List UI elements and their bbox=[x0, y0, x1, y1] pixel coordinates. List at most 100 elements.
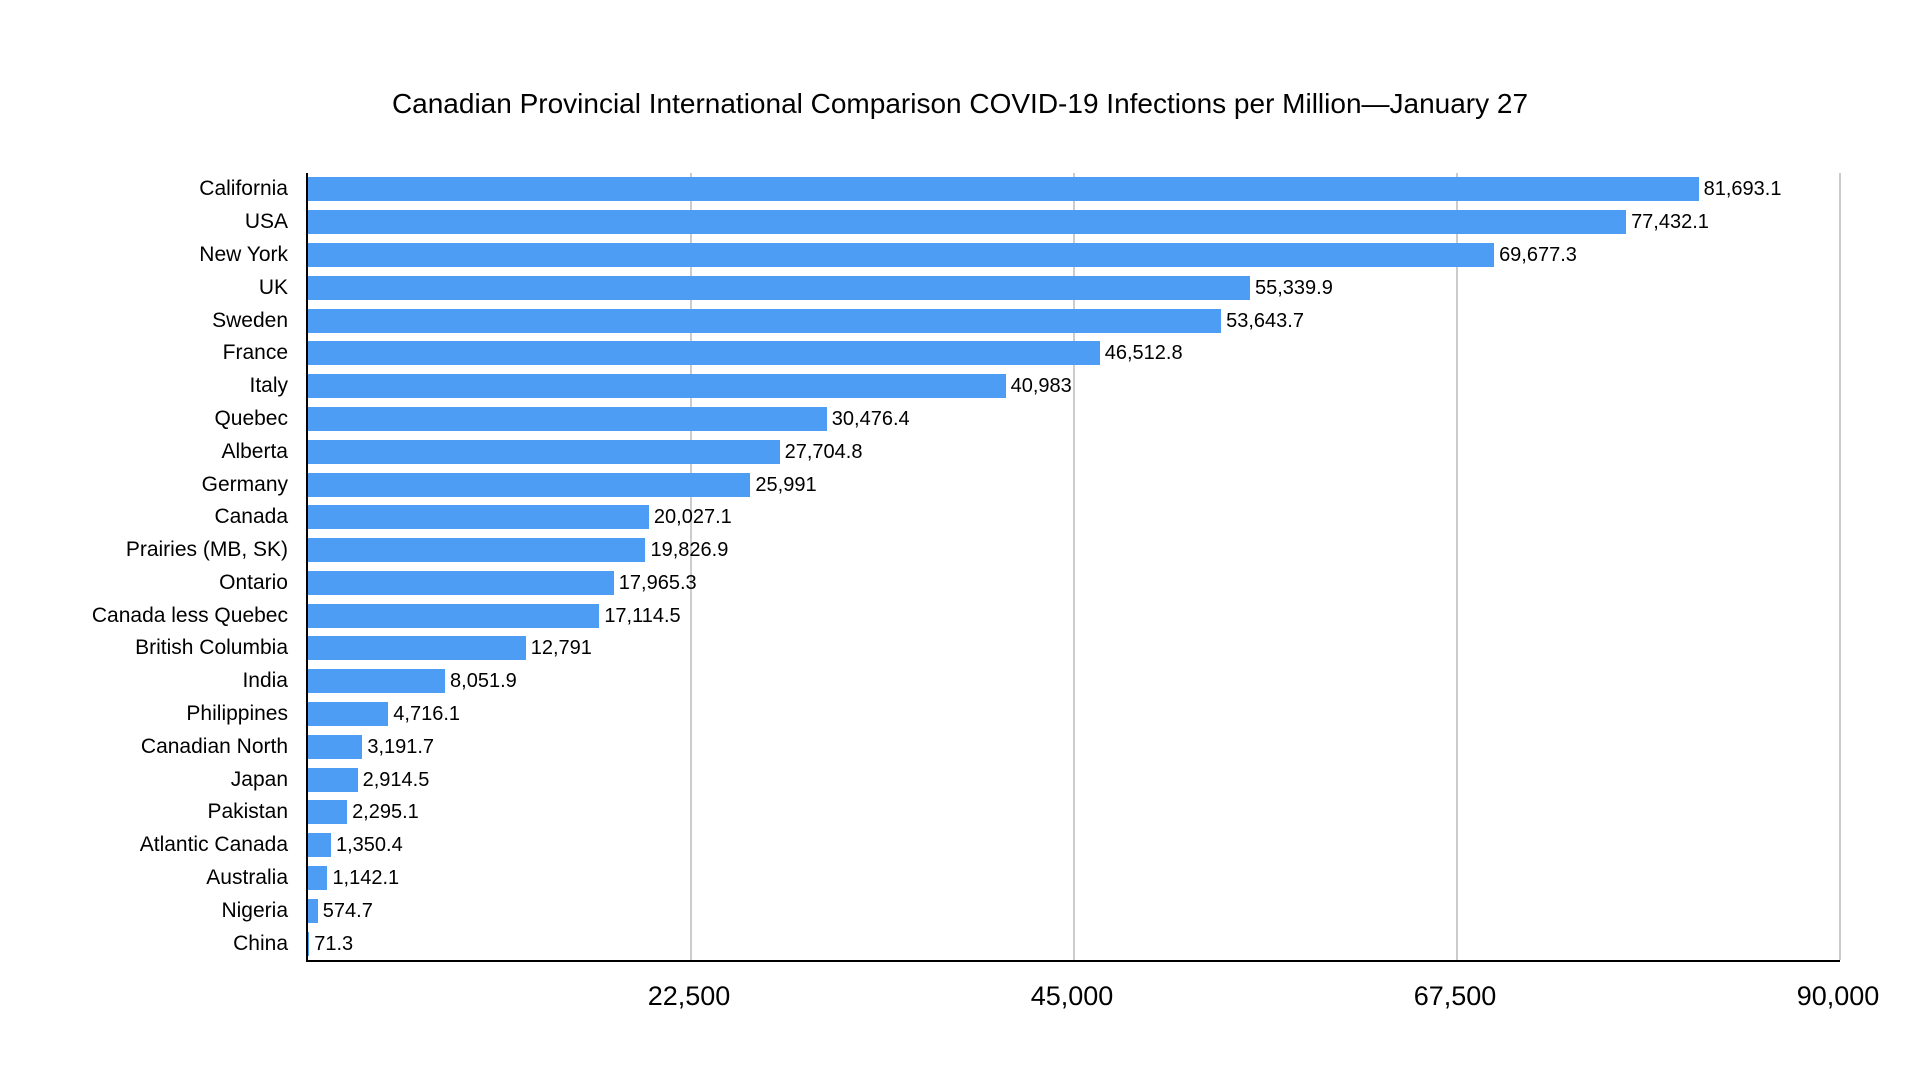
value-label: 2,295.1 bbox=[352, 801, 419, 824]
bar-row: 20,027.1 bbox=[308, 505, 1840, 530]
category-label: Sweden bbox=[212, 308, 288, 332]
category-label: France bbox=[222, 341, 288, 365]
category-label: Japan bbox=[230, 767, 288, 791]
bar-row: 71.3 bbox=[308, 931, 1840, 956]
bar-row: 55,339.9 bbox=[308, 275, 1840, 300]
bar-row: 30,476.4 bbox=[308, 406, 1840, 431]
value-label: 27,704.8 bbox=[784, 440, 863, 463]
category-label: Ontario bbox=[219, 570, 288, 594]
x-tick-label: 45,000 bbox=[1030, 981, 1114, 1011]
value-label: 3,191.7 bbox=[367, 735, 435, 758]
category-label: New York bbox=[199, 242, 288, 266]
category-label: British Columbia bbox=[135, 636, 288, 660]
bar-row: 25,991 bbox=[308, 472, 1840, 497]
bar bbox=[308, 702, 389, 727]
bar bbox=[308, 308, 1222, 333]
bar bbox=[308, 931, 310, 956]
bar-row: 2,295.1 bbox=[308, 800, 1840, 825]
bar bbox=[308, 242, 1495, 267]
bar bbox=[308, 505, 649, 530]
value-label: 17,965.3 bbox=[618, 571, 697, 594]
category-label: UK bbox=[258, 275, 288, 299]
bar-row: 53,643.7 bbox=[308, 308, 1840, 333]
value-label: 55,339.9 bbox=[1255, 276, 1333, 299]
bar bbox=[308, 669, 446, 694]
bar-row: 77,432.1 bbox=[308, 210, 1840, 235]
category-label: China bbox=[233, 931, 288, 955]
value-label: 20,027.1 bbox=[653, 506, 732, 529]
value-label: 1,350.4 bbox=[335, 834, 403, 857]
value-label: 46,512.8 bbox=[1104, 342, 1183, 365]
plot-area: 81,693.1 77,432.1 69,677.3 55,339.9 53,643.7… bbox=[306, 173, 1841, 962]
bar bbox=[308, 833, 331, 858]
gridline bbox=[1073, 173, 1075, 960]
bar bbox=[308, 275, 1250, 300]
bar bbox=[308, 767, 358, 792]
category-label: Prairies (MB, SK) bbox=[125, 538, 288, 562]
value-label: 17,114.5 bbox=[604, 604, 681, 627]
value-label: 69,677.3 bbox=[1499, 243, 1577, 266]
value-label: 77,432.1 bbox=[1631, 211, 1709, 234]
value-label: 81,693.1 bbox=[1703, 178, 1782, 201]
bar bbox=[308, 472, 751, 497]
category-label: California bbox=[199, 177, 288, 201]
category-label: Italy bbox=[249, 374, 288, 398]
bar bbox=[308, 800, 348, 825]
value-label: 30,476.4 bbox=[831, 407, 910, 430]
bar-row: 17,965.3 bbox=[308, 570, 1840, 595]
category-label: Canada less Quebec bbox=[91, 603, 288, 627]
category-label: Germany bbox=[201, 472, 288, 496]
category-label: Pakistan bbox=[207, 800, 288, 824]
bar bbox=[308, 439, 780, 464]
value-label: 4,716.1 bbox=[393, 703, 460, 726]
bar-row: 46,512.8 bbox=[308, 341, 1840, 366]
bar bbox=[308, 866, 328, 891]
gridline bbox=[690, 173, 692, 960]
bar bbox=[308, 570, 614, 595]
bar bbox=[308, 406, 827, 431]
value-label: 2,914.5 bbox=[362, 768, 430, 791]
bar bbox=[308, 341, 1100, 366]
category-label: Nigeria bbox=[221, 898, 288, 922]
bar bbox=[308, 374, 1006, 399]
value-label: 25,991 bbox=[755, 473, 817, 496]
category-label: Quebec bbox=[214, 406, 288, 430]
x-tick-label: 22,500 bbox=[647, 981, 731, 1011]
bar-row: 1,142.1 bbox=[308, 866, 1840, 891]
x-tick-label: 67,500 bbox=[1413, 981, 1497, 1011]
value-label: 12,791 bbox=[530, 637, 592, 660]
bar-row: 1,350.4 bbox=[308, 833, 1840, 858]
bar bbox=[308, 177, 1699, 202]
category-label: India bbox=[242, 669, 288, 693]
value-label: 19,826.9 bbox=[650, 539, 729, 562]
bar-row: 3,191.7 bbox=[308, 734, 1840, 759]
chart-title: Canadian Provincial International Compar… bbox=[391, 88, 1529, 119]
bar bbox=[308, 734, 363, 759]
bar bbox=[308, 636, 526, 661]
category-label: Canada bbox=[214, 505, 288, 529]
x-tick-label: 90,000 bbox=[1796, 981, 1880, 1011]
value-label: 574.7 bbox=[322, 899, 373, 922]
category-label: Canadian North bbox=[140, 734, 288, 758]
bar-row: 4,716.1 bbox=[308, 702, 1840, 727]
category-label: Australia bbox=[206, 866, 288, 890]
value-label: 1,142.1 bbox=[332, 867, 400, 890]
bar bbox=[308, 898, 318, 923]
category-label: Philippines bbox=[186, 702, 288, 726]
bar bbox=[308, 538, 646, 563]
value-label: 71.3 bbox=[314, 932, 354, 955]
bar-row: 574.7 bbox=[308, 898, 1840, 923]
bar-row: 17,114.5 bbox=[308, 603, 1840, 628]
bar-row: 81,693.1 bbox=[308, 177, 1840, 202]
bar-row: 19,826.9 bbox=[308, 538, 1840, 563]
gridline bbox=[1456, 173, 1458, 960]
bar bbox=[308, 210, 1627, 235]
bar-row: 8,051.9 bbox=[308, 669, 1840, 694]
bar-row: 40,983 bbox=[308, 374, 1840, 399]
value-label: 8,051.9 bbox=[450, 670, 517, 693]
bar-row: 69,677.3 bbox=[308, 242, 1840, 267]
gridline bbox=[1839, 173, 1841, 960]
bar-row: 27,704.8 bbox=[308, 439, 1840, 464]
bar-row: 12,791 bbox=[308, 636, 1840, 661]
